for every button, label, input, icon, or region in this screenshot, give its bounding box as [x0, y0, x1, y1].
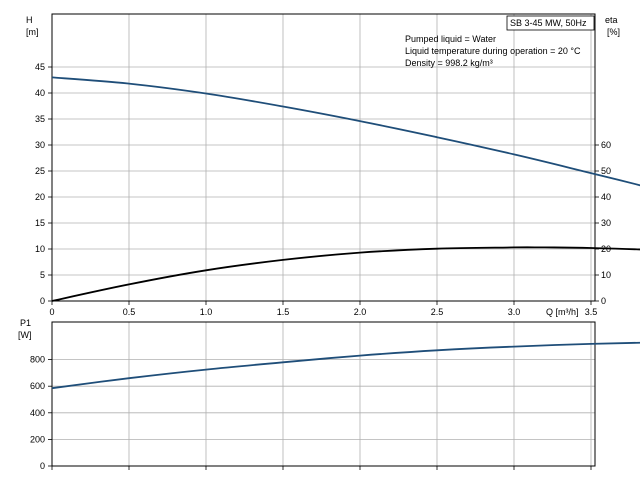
h-tick-label: 10 — [35, 244, 45, 254]
chart-title: SB 3-45 MW, 50Hz — [510, 18, 587, 28]
x-tick-label: 1.0 — [200, 307, 213, 317]
chart-title-box — [506, 15, 595, 31]
eta-tick-label: 40 — [601, 192, 611, 202]
x-tick-label: 2.0 — [354, 307, 367, 317]
p1-axis-unit: [W] — [18, 330, 32, 340]
bottom-plot-series — [51, 341, 640, 390]
top-plot-series — [51, 76, 640, 302]
power-curve — [51, 341, 640, 390]
top-plot-frame — [51, 13, 596, 302]
x-tick-label: 0 — [49, 307, 54, 317]
eta-tick-label: 0 — [601, 296, 606, 306]
x-tick-label: 0.5 — [123, 307, 136, 317]
eta-axis-label: eta — [605, 15, 618, 25]
eta-tick-label: 10 — [601, 270, 611, 280]
x-tick-label: 3.0 — [508, 307, 521, 317]
p1-tick-label: 400 — [30, 408, 45, 418]
head-curve — [51, 76, 640, 187]
h-tick-label: 45 — [35, 62, 45, 72]
top-plot-grid — [52, 14, 595, 301]
p1-tick-label: 800 — [30, 355, 45, 365]
p1-tick-label: 0 — [40, 461, 45, 471]
p1-tick-label: 200 — [30, 434, 45, 444]
top-plot-ticks: 00.51.01.52.02.53.03.54.04.55.05.56.0051… — [35, 62, 611, 317]
eta-curve — [51, 246, 640, 302]
annotation-density: Density = 998.2 kg/m³ — [405, 58, 493, 68]
h-tick-label: 30 — [35, 140, 45, 150]
annotation-liquid: Pumped liquid = Water — [405, 34, 496, 44]
x-tick-label: 1.5 — [277, 307, 290, 317]
h-tick-label: 35 — [35, 114, 45, 124]
h-tick-label: 0 — [40, 296, 45, 306]
h-tick-label: 15 — [35, 218, 45, 228]
p1-tick-label: 600 — [30, 381, 45, 391]
bottom-plot-frame — [51, 321, 596, 467]
h-tick-label: 20 — [35, 192, 45, 202]
h-axis-label: H — [26, 15, 33, 25]
h-tick-label: 40 — [35, 88, 45, 98]
x-tick-label: 2.5 — [431, 307, 444, 317]
x-tick-label: 3.5 — [585, 307, 598, 317]
eta-tick-label: 30 — [601, 218, 611, 228]
h-tick-label: 25 — [35, 166, 45, 176]
eta-tick-label: 50 — [601, 166, 611, 176]
bottom-plot-ticks: 0 200 400 600 800 — [30, 355, 592, 471]
annotation-temperature: Liquid temperature during operation = 20… — [405, 46, 581, 56]
h-axis-unit: [m] — [26, 27, 39, 37]
bottom-plot-grid — [52, 322, 595, 466]
p1-axis-label: P1 — [20, 318, 31, 328]
q-axis-label: Q [m³/h] — [546, 307, 579, 317]
h-tick-label: 5 — [40, 270, 45, 280]
eta-tick-label: 60 — [601, 140, 611, 150]
eta-axis-unit: [%] — [607, 27, 620, 37]
